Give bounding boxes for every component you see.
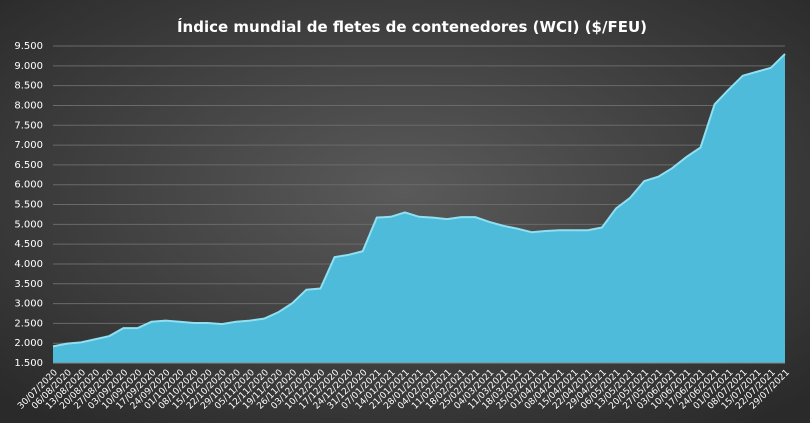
y-tick-label: 2.500 <box>14 318 43 329</box>
y-tick-label: 7.000 <box>14 140 43 151</box>
y-tick-label: 6.500 <box>14 160 43 171</box>
y-tick-label: 3.000 <box>14 299 43 310</box>
y-tick-label: 4.000 <box>14 259 43 270</box>
y-tick-label: 8.500 <box>14 81 43 92</box>
y-tick-label: 1.500 <box>14 358 43 369</box>
chart-title: Índice mundial de fletes de contenedores… <box>177 17 647 36</box>
y-tick-label: 5.000 <box>14 219 43 230</box>
y-tick-label: 4.500 <box>14 239 43 250</box>
area <box>53 53 785 364</box>
y-tick-label: 3.500 <box>14 279 43 290</box>
y-tick-label: 5.500 <box>14 200 43 211</box>
y-tick-label: 6.000 <box>14 180 43 191</box>
y-tick-label: 9.500 <box>14 41 43 52</box>
y-tick-label: 2.000 <box>14 338 43 349</box>
y-tick-label: 9.000 <box>14 61 43 72</box>
area-edge <box>52 53 786 348</box>
y-tick-label: 8.000 <box>14 100 43 111</box>
y-tick-label: 7.500 <box>14 120 43 131</box>
